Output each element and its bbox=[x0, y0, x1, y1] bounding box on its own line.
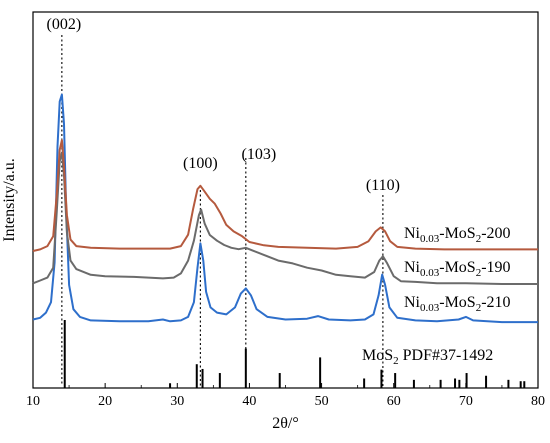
peak-label: (100) bbox=[183, 155, 218, 172]
series-line-210 bbox=[32, 139, 538, 252]
series-line-190 bbox=[32, 151, 538, 285]
series-labels: Ni0.03-MoS2-200 Ni0.03-MoS2-190 Ni0.03-MoS… bbox=[404, 225, 511, 314]
axes: 10 20 30 40 50 60 70 80 bbox=[26, 383, 545, 409]
x-tick-label: 30 bbox=[170, 394, 184, 409]
series-line-200 bbox=[32, 93, 538, 324]
reference-lines: MoS2 PDF#37-1492 bbox=[63, 320, 526, 388]
series-label: Ni0.03-MoS2-190 bbox=[404, 259, 511, 279]
x-tick-label: 60 bbox=[387, 394, 401, 409]
dotted-markers bbox=[61, 35, 384, 386]
x-tick-label: 80 bbox=[531, 394, 545, 409]
x-tick-label: 50 bbox=[315, 394, 329, 409]
x-axis-label: 2θ/° bbox=[272, 415, 299, 432]
peak-label: (103) bbox=[241, 146, 276, 163]
plot-frame bbox=[32, 11, 539, 389]
x-tick-label: 10 bbox=[26, 394, 40, 409]
x-tick-label: 40 bbox=[242, 394, 256, 409]
series-label: Ni0.03-MoS2-210 bbox=[404, 294, 511, 314]
x-tick-label: 70 bbox=[459, 394, 473, 409]
peak-label: (110) bbox=[366, 177, 400, 194]
reference-label: MoS2 PDF#37-1492 bbox=[362, 347, 493, 367]
series-label: Ni0.03-MoS2-200 bbox=[404, 225, 511, 245]
peak-label: (002) bbox=[47, 16, 82, 33]
y-axis-label: Intensity/a.u. bbox=[1, 158, 18, 242]
peak-labels: (002) (100) (103) (110) bbox=[47, 16, 400, 194]
x-tick-label: 20 bbox=[98, 394, 112, 409]
series-group bbox=[32, 93, 538, 324]
